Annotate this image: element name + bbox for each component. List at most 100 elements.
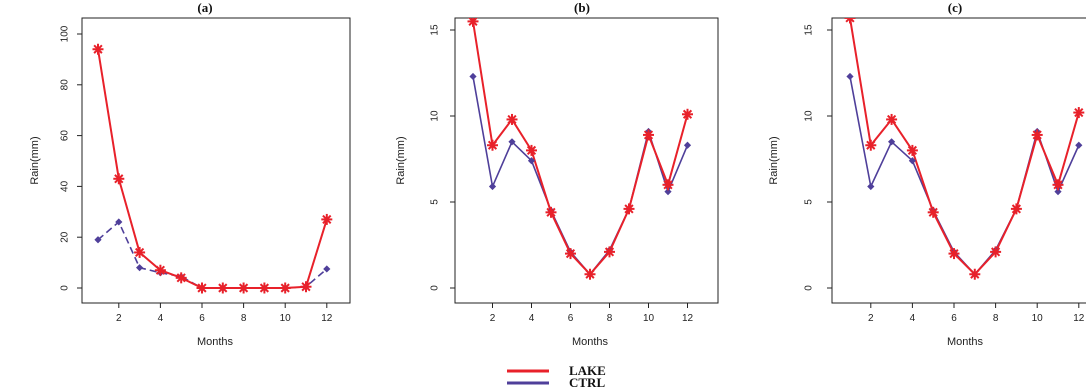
asterisk-stroke: [907, 145, 917, 155]
data-point-ctrl: [488, 182, 497, 191]
asterisk-stroke: [991, 247, 1001, 257]
x-tick-label: 6: [568, 313, 574, 324]
data-point-lake: [886, 113, 898, 125]
data-point-ctrl: [1054, 188, 1062, 196]
x-tick-label: 4: [529, 313, 535, 324]
data-point-lake: [1052, 179, 1064, 191]
data-point-ctrl: [94, 236, 102, 244]
y-tick-label: 5: [804, 199, 815, 205]
data-point-lake: [1010, 203, 1022, 215]
asterisk-stroke: [280, 283, 290, 293]
data-point-lake: [990, 246, 1002, 258]
data-point-ctrl: [136, 264, 144, 272]
y-tick-label: 80: [60, 79, 71, 91]
data-point-ctrl: [1075, 141, 1083, 149]
data-point-lake: [238, 282, 250, 294]
asterisk-stroke: [845, 18, 852, 23]
asterisk-stroke: [487, 140, 498, 150]
data-point-ctrl: [527, 157, 536, 165]
x-tick-label: 2: [116, 313, 122, 324]
asterisk-stroke: [682, 109, 693, 119]
data-point-ctrl: [846, 72, 854, 81]
plot-frame: [831, 17, 1086, 304]
asterisk-stroke: [970, 269, 980, 279]
asterisk-stroke: [866, 140, 876, 150]
asterisk-stroke: [93, 44, 103, 54]
data-point-lake: [92, 43, 104, 55]
x-tick-label: 2: [868, 313, 874, 324]
asterisk-stroke: [546, 207, 556, 217]
x-tick-label: 12: [1073, 313, 1085, 324]
data-point-ctrl: [683, 141, 692, 149]
x-tick-label: 8: [607, 313, 613, 324]
asterisk-stroke: [848, 18, 855, 23]
x-axis-label: Months: [197, 336, 234, 348]
asterisk-stroke: [218, 283, 228, 293]
asterisk-stroke: [949, 249, 959, 259]
asterisk-stroke: [643, 130, 654, 140]
data-point-lake: [279, 282, 291, 294]
data-point-lake: [623, 203, 635, 215]
data-point-lake: [643, 129, 654, 141]
chart-title: (c): [948, 0, 962, 15]
data-point-lake: [604, 246, 615, 258]
asterisk-stroke: [928, 207, 938, 217]
data-point-lake: [506, 113, 518, 125]
data-point-lake: [545, 206, 557, 218]
asterisk-stroke: [604, 247, 615, 257]
data-point-lake: [113, 173, 125, 185]
asterisk-stroke: [322, 214, 332, 225]
y-tick-label: 15: [804, 24, 815, 36]
data-point-ctrl: [115, 218, 123, 226]
data-point-lake: [196, 282, 208, 294]
data-point-ctrl: [867, 182, 875, 191]
legend-label-lake: LAKE: [569, 363, 606, 378]
x-tick-label: 4: [158, 313, 164, 324]
x-tick-label: 6: [951, 313, 957, 324]
asterisk-stroke: [565, 249, 576, 259]
asterisk-stroke: [1074, 107, 1084, 118]
series-line-lake: [849, 18, 1080, 276]
series-line-lake: [472, 21, 689, 276]
x-tick-label: 6: [199, 313, 205, 324]
asterisk-stroke: [1053, 180, 1063, 190]
data-point-lake: [865, 139, 877, 151]
asterisk-stroke: [259, 283, 269, 293]
data-point-ctrl: [664, 188, 672, 196]
series-line-ctrl: [472, 76, 689, 276]
data-point-lake: [526, 144, 537, 156]
y-axis-label: Rain(mm): [395, 136, 407, 184]
chart-panel-1: (a) 0 20 40 60 80 100 2 4 6 8 10 12 Months Rain(mm): [29, 0, 351, 348]
data-point-lake: [662, 179, 674, 191]
y-tick-label: 0: [60, 285, 71, 291]
x-axis-label: Months: [572, 336, 609, 348]
data-point-ctrl: [908, 157, 916, 165]
chart-title: (b): [574, 0, 590, 15]
y-tick-label: 100: [60, 25, 71, 42]
data-point-lake: [948, 248, 960, 260]
legend-label-ctrl: CTRL: [569, 375, 605, 390]
data-point-lake: [927, 206, 939, 218]
x-tick-label: 8: [241, 313, 247, 324]
y-tick-label: 0: [430, 285, 441, 291]
asterisk-stroke: [585, 269, 595, 279]
y-tick-label: 60: [60, 130, 71, 142]
asterisk-stroke: [197, 283, 207, 293]
data-point-ctrl: [323, 265, 331, 273]
asterisk-stroke: [176, 273, 186, 283]
data-point-lake: [154, 264, 166, 276]
chart-panel-3: (c) 0 5 10 15 2 4 6 8 10 12 Months Rain(mm): [768, 0, 1086, 348]
data-point-lake: [565, 248, 576, 260]
plot-area: [467, 18, 693, 280]
y-tick-label: 15: [430, 24, 441, 36]
x-axis-label: Months: [947, 336, 984, 348]
data-point-lake: [1073, 107, 1085, 119]
asterisk-stroke: [301, 282, 311, 292]
data-point-lake: [584, 268, 596, 280]
asterisk-stroke: [155, 265, 165, 275]
asterisk-stroke: [135, 247, 145, 258]
asterisk-stroke: [887, 114, 897, 125]
y-tick-label: 40: [60, 180, 71, 192]
